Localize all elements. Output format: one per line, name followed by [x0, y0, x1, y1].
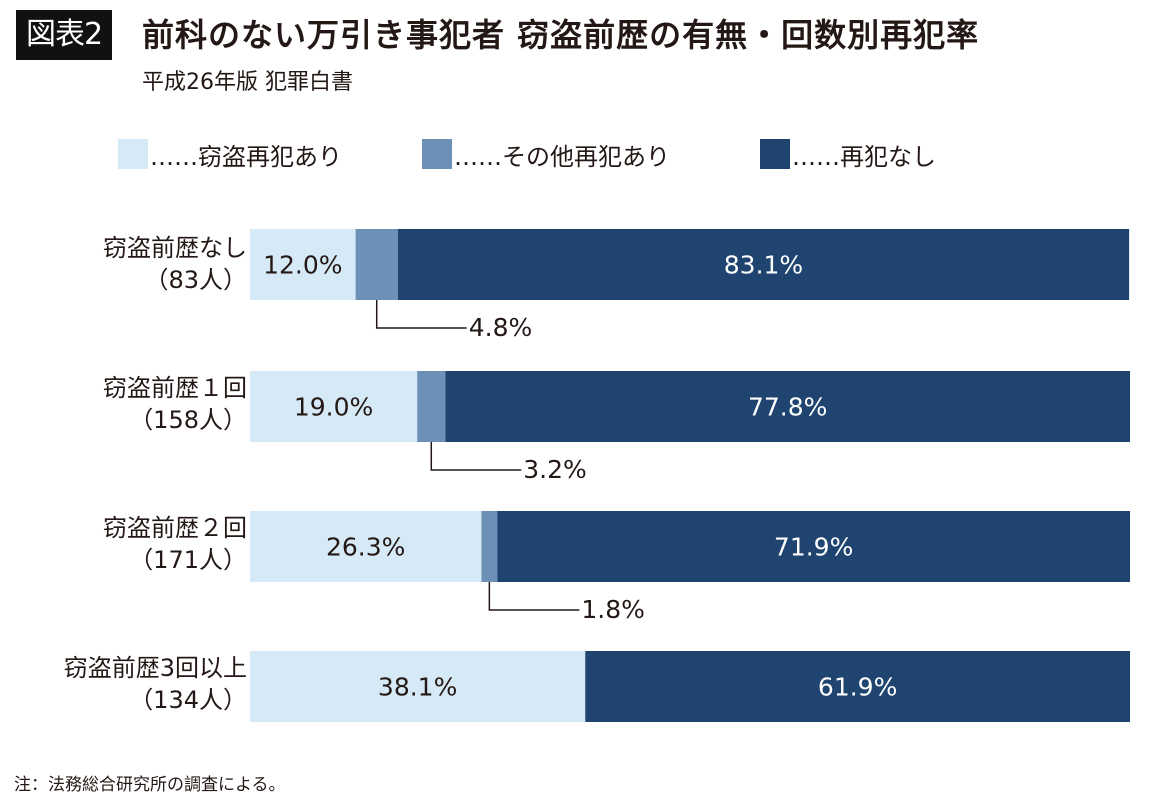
row-label-prior-1: 窃盗前歴１回 （158人） [103, 372, 247, 436]
row-label-no-prior: 窃盗前歴なし （83人） [103, 232, 247, 296]
chart-subtitle: 平成26年版 犯罪白書 [142, 70, 353, 95]
figure-badge: 図表2 [16, 10, 113, 60]
legend-label-theft-reoffense: ……窃盗再犯あり [150, 142, 342, 171]
data-label-1-0: 19.0% [294, 393, 373, 422]
data-label-0-1: 4.8% [469, 313, 533, 342]
legend-label-no-reoffense: ……再犯なし [792, 142, 936, 171]
legend-swatch-no-reoffense [760, 139, 790, 169]
legend-item-theft-reoffense: ……窃盗再犯あり [118, 139, 342, 171]
legend-item-other-reoffense: ……その他再犯あり [422, 139, 670, 171]
data-label-2-0: 26.3% [326, 533, 405, 562]
leader-line-1 [430, 442, 522, 471]
data-label-2-1: 1.8% [581, 595, 645, 624]
bar-segment-2-0 [250, 511, 482, 582]
legend-swatch-theft-reoffense [118, 139, 148, 169]
chart-title: 前科のない万引き事犯者 窃盗前歴の有無・回数別再犯率 [142, 16, 980, 54]
row-label-prior-3plus-line2: （134人） [129, 686, 247, 714]
bar-segment-0-2 [397, 229, 1130, 300]
leader-line-2 [488, 582, 580, 611]
legend-swatch-other-reoffense [422, 139, 452, 169]
row-label-prior-3plus: 窃盗前歴3回以上 （134人） [64, 652, 247, 716]
bar-segment-3-2 [585, 651, 1130, 722]
bar-segment-3-0 [250, 651, 586, 722]
row-label-prior-1-line2: （158人） [129, 406, 247, 434]
leader-line-0 [375, 300, 467, 329]
bar-segment-1-1 [417, 371, 446, 442]
row-label-prior-2: 窃盗前歴２回 （171人） [103, 512, 247, 576]
bar-segment-0-0 [250, 229, 356, 300]
legend-item-no-reoffense: ……再犯なし [760, 139, 936, 171]
bar-segment-0-1 [355, 229, 398, 300]
row-label-prior-1-line1: 窃盗前歴１回 [103, 374, 247, 402]
bar-segment-2-2 [497, 511, 1130, 582]
data-label-3-0: 38.1% [378, 673, 457, 702]
data-label-0-0: 12.0% [263, 251, 342, 280]
data-label-3-2: 61.9% [818, 673, 897, 702]
bar-segment-1-0 [250, 371, 418, 442]
data-label-2-2: 71.9% [774, 533, 853, 562]
source-note: 注：法務総合研究所の調査による。 [14, 775, 286, 795]
row-label-prior-2-line2: （171人） [129, 546, 247, 574]
data-label-0-2: 83.1% [724, 251, 803, 280]
row-label-prior-3plus-line1: 窃盗前歴3回以上 [63, 654, 247, 682]
legend-label-other-reoffense: ……その他再犯あり [454, 142, 670, 171]
bar-segment-2-1 [481, 511, 498, 582]
data-label-1-2: 77.8% [748, 393, 827, 422]
row-label-prior-2-line1: 窃盗前歴２回 [103, 514, 247, 542]
data-label-1-1: 3.2% [523, 455, 587, 484]
bar-segment-1-2 [445, 371, 1130, 442]
row-label-no-prior-line1: 窃盗前歴なし [103, 234, 247, 262]
row-label-no-prior-line2: （83人） [144, 266, 247, 294]
